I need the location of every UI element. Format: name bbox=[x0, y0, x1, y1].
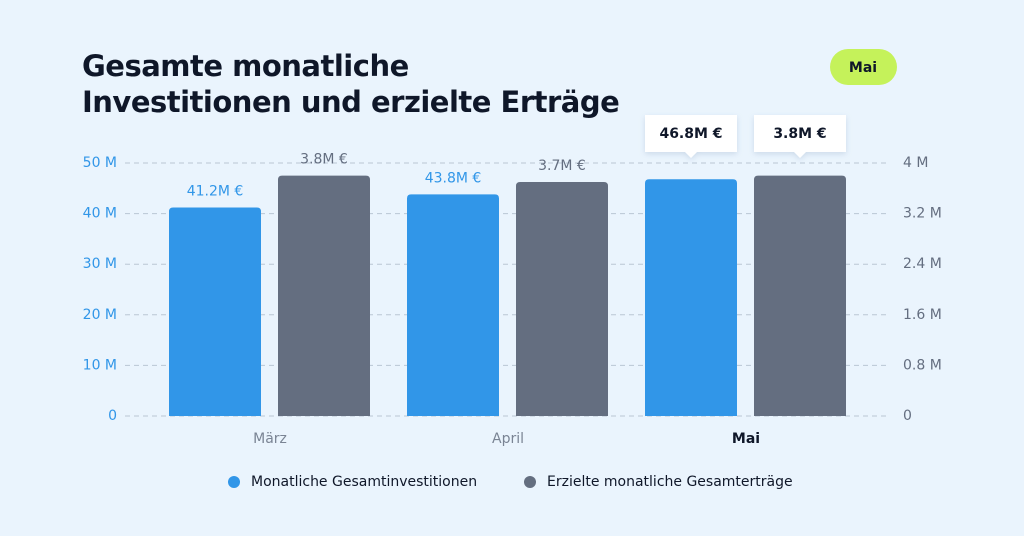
bar bbox=[278, 175, 370, 416]
badge-label: Mai bbox=[849, 60, 877, 76]
y2-tick-label: 4 M bbox=[903, 155, 928, 171]
y-tick-label: 30 M bbox=[83, 256, 117, 272]
y-tick-label: 0 bbox=[108, 408, 117, 424]
chart-title: Gesamte monatliche Investitionen und erz… bbox=[82, 49, 620, 119]
tooltip bbox=[645, 115, 737, 158]
bar bbox=[169, 207, 261, 416]
y2-tick-label: 3.2 M bbox=[903, 206, 942, 222]
legend-label: Monatliche Gesamtinvestitionen bbox=[251, 474, 477, 490]
legend-marker bbox=[228, 476, 240, 488]
y2-tick-label: 1.6 M bbox=[903, 307, 942, 323]
y-tick-label: 10 M bbox=[83, 357, 117, 373]
bar bbox=[754, 175, 846, 416]
y-tick-label: 40 M bbox=[83, 206, 117, 222]
legend-label: Erzielte monatliche Gesamterträge bbox=[547, 474, 793, 490]
x-tick-label: April bbox=[492, 431, 524, 447]
data-label: 3.8M € bbox=[300, 152, 348, 168]
y2-tick-label: 0.8 M bbox=[903, 357, 942, 373]
data-label: 43.8M € bbox=[425, 170, 482, 186]
bar bbox=[407, 194, 499, 416]
data-label: 3.7M € bbox=[538, 158, 586, 174]
x-tick-label: März bbox=[253, 431, 287, 447]
tooltip bbox=[754, 115, 846, 158]
y2-tick-label: 2.4 M bbox=[903, 256, 942, 272]
y2-tick-label: 0 bbox=[903, 408, 912, 424]
legend-marker bbox=[524, 476, 536, 488]
x-tick-label: Mai bbox=[732, 431, 760, 447]
bar bbox=[645, 179, 737, 416]
data-label: 41.2M € bbox=[187, 184, 244, 200]
data-label: 46.8M € bbox=[659, 126, 722, 142]
data-label: 3.8M € bbox=[773, 126, 826, 142]
bar bbox=[516, 181, 608, 416]
y-tick-label: 20 M bbox=[83, 307, 117, 323]
y-tick-label: 50 M bbox=[83, 155, 117, 171]
badge bbox=[830, 49, 897, 85]
